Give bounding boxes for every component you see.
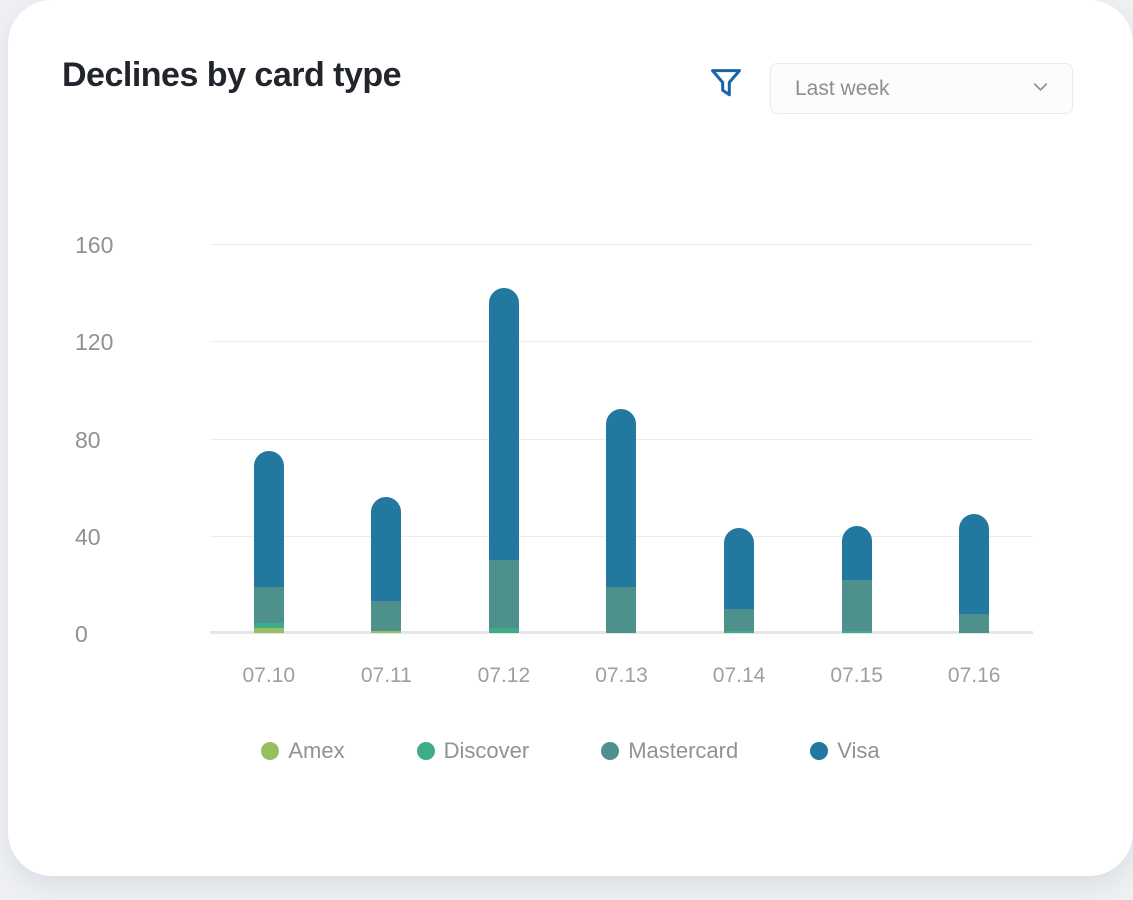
bar-segment-visa-07.13[interactable]	[606, 409, 637, 587]
bar-segment-visa-07.14[interactable]	[724, 528, 755, 609]
x-tick-label-07.11: 07.11	[360, 664, 412, 687]
bar-segment-discover-07.10[interactable]	[253, 623, 284, 629]
legend-item-mastercard[interactable]: Mastercard	[601, 738, 738, 764]
legend-item-discover[interactable]: Discover	[416, 738, 530, 764]
bar-column-07.15: 07.15	[798, 244, 916, 687]
bar-column-07.10: 07.10	[210, 244, 328, 687]
chart-legend: Amex Discover Mastercard Visa	[8, 738, 1133, 764]
legend-label-mastercard: Mastercard	[628, 738, 739, 763]
bar-segment-mastercard-07.15[interactable]	[841, 579, 872, 631]
bar-column-07.14: 07.14	[680, 244, 798, 687]
y-tick-label-80: 80	[75, 426, 101, 453]
stacked-bar-07.10[interactable]	[253, 244, 284, 633]
funnel-icon	[707, 64, 745, 105]
bar-segment-visa-07.16[interactable]	[959, 513, 990, 614]
x-tick-label-07.12: 07.12	[477, 664, 531, 687]
bar-column-07.13: 07.13	[563, 244, 681, 687]
bar-segment-mastercard-07.14[interactable]	[724, 608, 755, 631]
x-tick-label-07.10: 07.10	[242, 664, 296, 687]
stacked-bar-07.13[interactable]	[606, 244, 637, 633]
bar-segment-visa-07.15[interactable]	[841, 526, 872, 580]
time-range-dropdown[interactable]: Last week	[770, 63, 1073, 114]
legend-item-amex[interactable]: Amex	[261, 738, 345, 764]
x-tick-label-07.13: 07.13	[595, 664, 648, 687]
bar-segment-visa-07.11[interactable]	[371, 496, 402, 602]
declines-stacked-bar-chart: 0 40 80 120 160 07.10 07.11 07.12 07.13 07.14 07.…	[8, 0, 1133, 876]
chevron-down-icon	[1029, 75, 1052, 103]
bar-segment-discover-07.15[interactable]	[841, 630, 872, 633]
page-title: Declines by card type	[62, 56, 402, 94]
stacked-bar-07.12[interactable]	[488, 244, 519, 633]
stacked-bar-07.15[interactable]	[841, 244, 872, 633]
y-tick-label-160: 160	[75, 232, 114, 258]
time-range-value: Last week	[795, 76, 890, 100]
legend-dot-visa	[810, 742, 829, 760]
bar-segment-amex-07.10[interactable]	[253, 628, 284, 633]
y-tick-label-40: 40	[75, 523, 101, 550]
y-tick-label-120: 120	[75, 329, 114, 356]
bar-segment-mastercard-07.13[interactable]	[606, 586, 637, 633]
legend-label-discover: Discover	[443, 738, 530, 763]
gridline-160	[210, 244, 1033, 245]
stacked-bar-07.16[interactable]	[959, 244, 990, 633]
gridline-120	[210, 341, 1033, 343]
stacked-bar-07.14[interactable]	[724, 244, 755, 633]
declines-by-card-type-panel: Declines by card type Last week 0 40 80 120…	[8, 0, 1133, 876]
bar-segment-mastercard-07.10[interactable]	[253, 586, 284, 624]
filter-button[interactable]	[704, 62, 748, 106]
legend-label-visa: Visa	[837, 738, 880, 763]
bar-segment-mastercard-07.16[interactable]	[959, 613, 990, 633]
legend-dot-mastercard	[601, 742, 620, 760]
bar-segment-discover-07.14[interactable]	[724, 630, 755, 633]
legend-dot-discover	[416, 742, 435, 760]
bar-segment-visa-07.12[interactable]	[488, 287, 519, 561]
bar-segment-discover-07.12[interactable]	[488, 628, 519, 633]
y-tick-label-0: 0	[75, 621, 88, 647]
bar-segment-mastercard-07.11[interactable]	[371, 601, 402, 631]
y-axis: 0 40 80 120 160	[75, 232, 195, 647]
legend-dot-amex	[261, 742, 280, 760]
bar-segment-visa-07.10[interactable]	[253, 450, 284, 587]
bar-column-07.11: 07.11	[328, 244, 446, 687]
bar-segment-amex-07.11[interactable]	[371, 630, 402, 633]
plot-area: 07.10 07.11 07.12 07.13 07.14 07.15 07.16	[210, 244, 1033, 687]
bar-column-07.12: 07.12	[445, 244, 563, 687]
x-tick-label-07.16: 07.16	[947, 664, 1001, 687]
legend-item-visa[interactable]: Visa	[810, 738, 880, 764]
bar-segment-mastercard-07.12[interactable]	[488, 560, 519, 629]
bar-column-07.16: 07.16	[915, 244, 1033, 687]
stacked-bar-07.11[interactable]	[371, 244, 402, 633]
x-tick-label-07.14: 07.14	[712, 664, 766, 687]
x-tick-label-07.15: 07.15	[830, 664, 883, 687]
legend-label-amex: Amex	[288, 738, 345, 763]
